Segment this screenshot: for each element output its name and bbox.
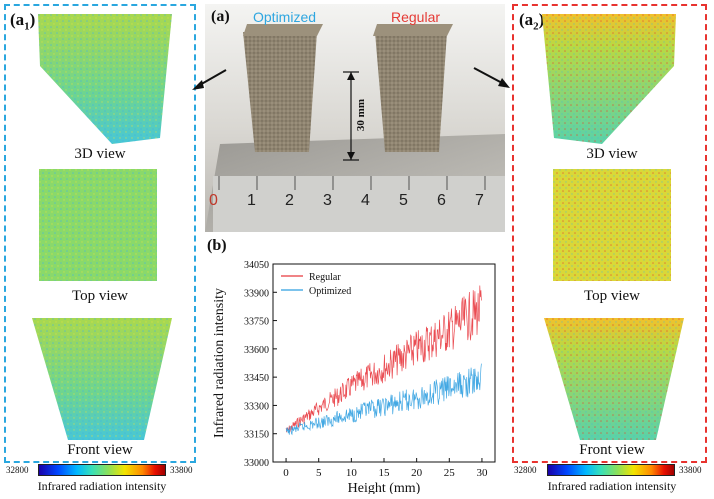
x-axis-label: Height (mm) <box>348 481 421 494</box>
right-colorbar-title: Infrared radiation intensity <box>547 479 677 493</box>
y-axis-label: Infrared radiation intensity <box>212 288 227 438</box>
chart-panel-label: (b) <box>207 237 227 254</box>
y-tick-label: 33750 <box>244 317 269 328</box>
left-front-view-label: Front view <box>67 442 133 458</box>
ruler-digit: 7 <box>475 192 484 209</box>
left-colorbar-max: 33800 <box>170 465 193 475</box>
right-colorbar-max: 33800 <box>679 465 702 475</box>
ruler-digit: 3 <box>323 192 332 209</box>
ruler-digit: 2 <box>285 192 294 209</box>
x-tick-label: 5 <box>316 467 322 479</box>
x-tick-label: 0 <box>283 467 289 479</box>
right-top-view-label: Top view <box>583 288 641 304</box>
ruler-digit: 5 <box>399 192 408 209</box>
right-3d-view-label: 3D view <box>586 146 638 162</box>
x-tick-label: 15 <box>379 467 391 479</box>
series-line-regular <box>286 285 482 433</box>
right-colorbar-min: 32800 <box>514 465 537 475</box>
ruler-digit: 6 <box>437 192 446 209</box>
regular-ir-panel <box>512 4 707 463</box>
ruler-digit: 4 <box>361 192 370 209</box>
y-tick-label: 33600 <box>244 345 269 356</box>
photo-label: (a) <box>211 8 230 25</box>
x-tick-label: 25 <box>444 467 456 479</box>
y-tick-label: 33450 <box>244 373 269 384</box>
ir-intensity-chart: (b) 33000 33150 33300 33450 33600 33750 33900 34… <box>205 236 510 496</box>
optimized-top-view-image <box>39 169 157 281</box>
regular-front-view-image <box>544 318 684 440</box>
dimension-label: 30 mm <box>355 99 367 132</box>
left-arrow-icon <box>192 69 227 90</box>
regular-3d-view-image <box>542 14 676 144</box>
chart-svg: (b) 33000 33150 33300 33450 33600 33750 33900 34… <box>207 237 496 496</box>
y-tick-label: 33300 <box>244 401 269 412</box>
y-tick-label: 33900 <box>244 288 269 299</box>
panel-label-a1: (a1) <box>10 10 36 33</box>
left-top-view-label: Top view <box>71 288 129 304</box>
regular-top-view-image <box>553 169 671 281</box>
optimized-label: Optimized <box>253 9 317 25</box>
ruler-digit: 0 <box>209 192 218 209</box>
left-colorbar <box>38 464 166 476</box>
optimized-ir-panel <box>4 4 196 463</box>
y-tick-label: 33000 <box>244 458 269 469</box>
left-colorbar-min: 32800 <box>6 465 29 475</box>
left-colorbar-title: Infrared radiation intensity <box>37 479 167 493</box>
y-tick-label: 34050 <box>244 260 269 271</box>
y-tick-label: 33150 <box>244 430 269 441</box>
right-front-view-label: Front view <box>579 442 645 458</box>
optimized-3d-view-image <box>38 14 172 144</box>
optimized-front-view-image <box>32 318 172 440</box>
legend-label: Optimized <box>309 286 351 297</box>
ruler-digit: 1 <box>247 192 256 209</box>
specimen-photo: (a) Optimized Regular 30 mm 0 1 2 3 4 5 6 7 <box>205 4 505 232</box>
x-tick-label: 30 <box>476 467 488 479</box>
series-line-optimized <box>285 363 482 436</box>
right-colorbar <box>547 464 675 476</box>
specimen-photo-illustration <box>205 4 505 232</box>
right-arrow-icon <box>473 67 510 88</box>
legend-label: Regular <box>309 272 341 283</box>
left-3d-view-label: 3D view <box>74 146 126 162</box>
regular-label: Regular <box>391 9 441 25</box>
panel-label-a2: (a2) <box>519 10 545 33</box>
x-tick-label: 10 <box>346 467 358 479</box>
x-tick-label: 20 <box>411 467 423 479</box>
